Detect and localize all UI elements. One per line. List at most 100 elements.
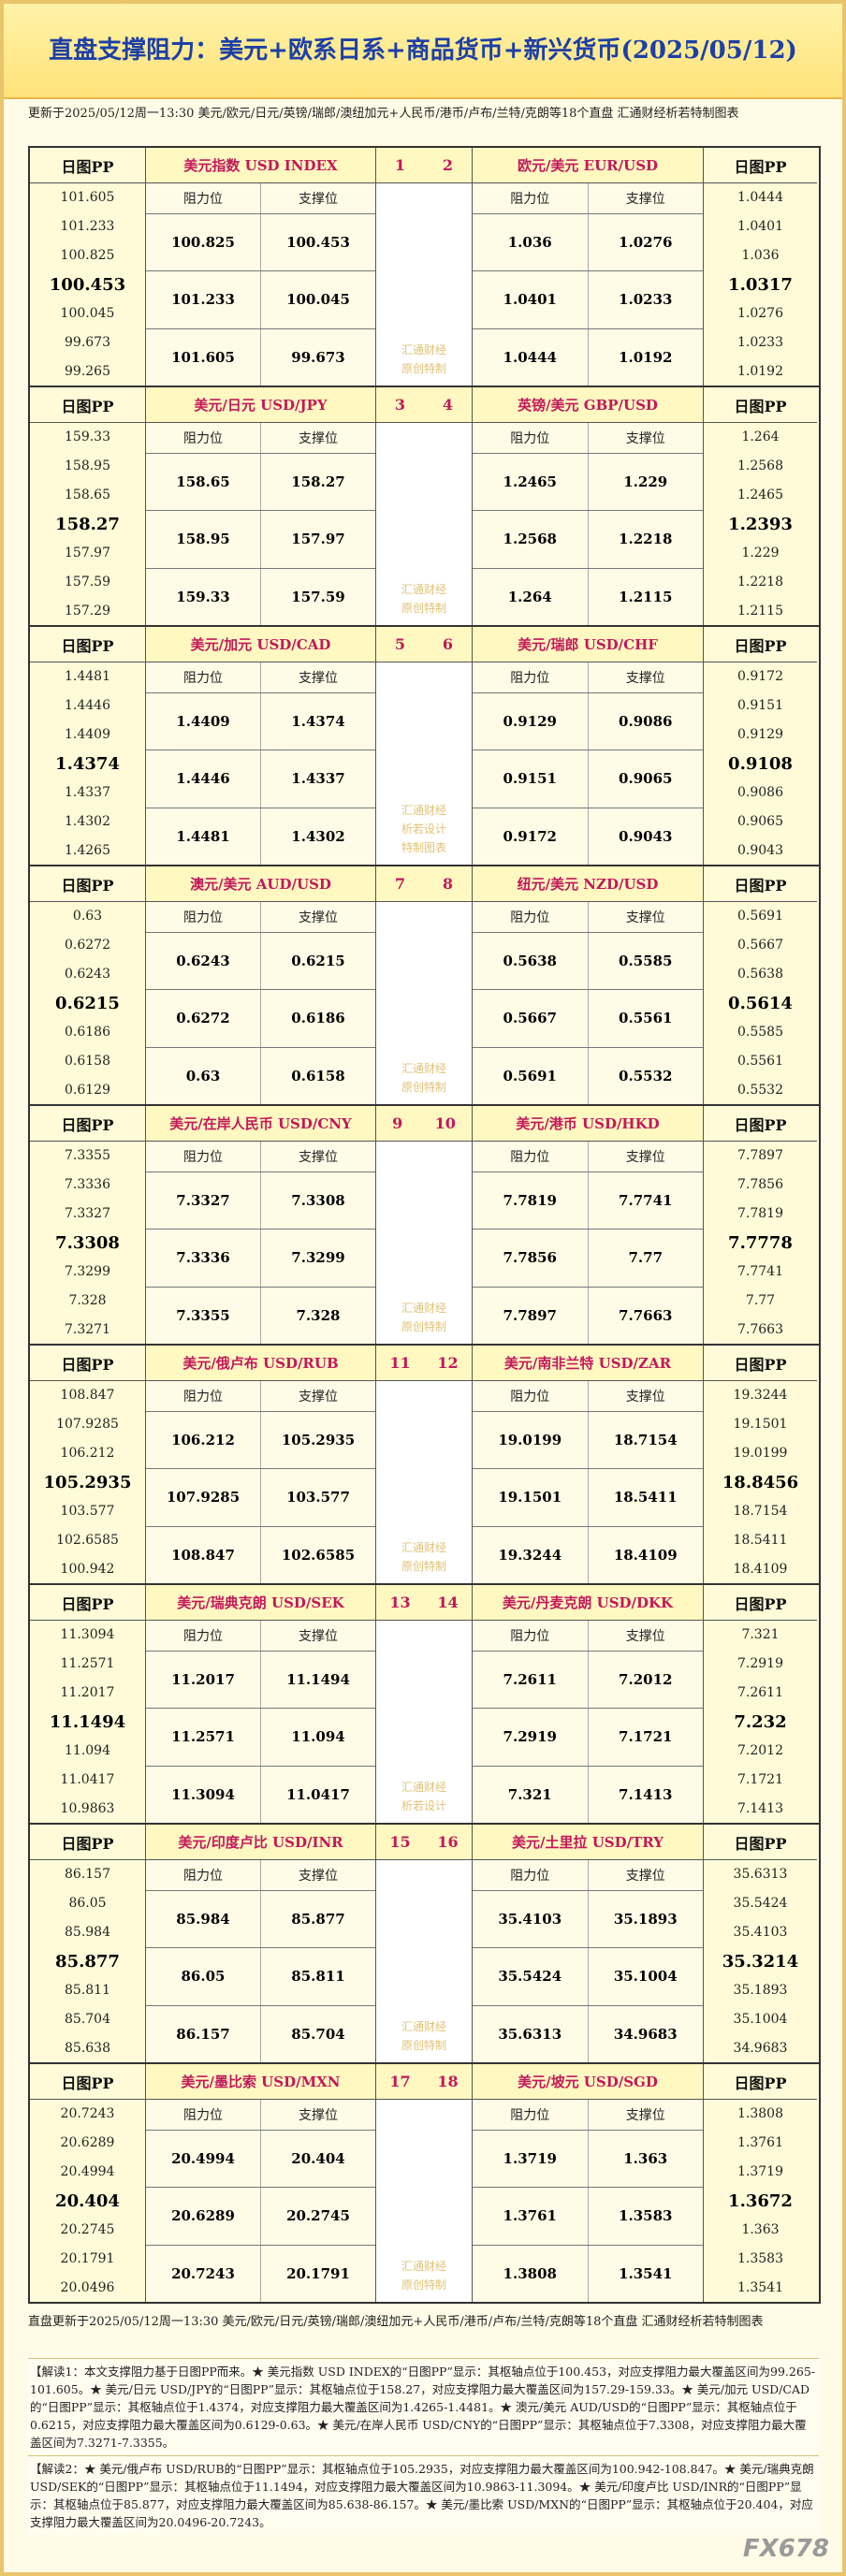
pivot-level: 85.638 <box>65 2040 110 2056</box>
pivot-level: 0.9129 <box>737 727 783 743</box>
pair-block: 日图PP 11.3094 11.2571 11.2017 11.1494 11.094 11… <box>30 1585 819 1825</box>
pivot-level: 7.3299 <box>65 1263 110 1279</box>
level-header-row: 阻力位 支撑位 <box>146 423 375 454</box>
support-value: 18.5411 <box>613 1489 678 1506</box>
pair-block: 日图PP 7.3355 7.3336 7.3327 7.3308 7.3299 7.328 7… <box>30 1106 819 1346</box>
watermark-line: 汇通财经 <box>401 1062 446 1075</box>
pivot-level: 100.045 <box>60 305 115 321</box>
watermark-line: 汇通财经 <box>401 343 446 357</box>
pivot-level: 1.0401 <box>737 219 783 235</box>
pivot-level: 19.0199 <box>733 1446 788 1462</box>
watermark: 汇通财经 原创特制 <box>376 1860 472 2062</box>
resistance-value: 19.1501 <box>473 1469 589 1526</box>
number-header: 11 12 <box>376 1346 472 1381</box>
pair-table: 美元/港币 USD/HKD 阻力位 支撑位 7.7819 7.7741 7.7856 7.7… <box>473 1106 704 1344</box>
pivot-level: 0.6186 <box>65 1024 110 1040</box>
watermark-line: 汇通财经 <box>401 1781 446 1794</box>
resistance-value: 107.9285 <box>146 1469 261 1526</box>
support-value: 7.1721 <box>619 1728 673 1746</box>
support-value: 7.1413 <box>619 1785 673 1803</box>
support-header: 支撑位 <box>625 192 665 207</box>
pivot-point: 11.1494 <box>49 1711 126 1732</box>
resistance-value: 11.2571 <box>146 1709 261 1766</box>
pivot-point: 158.27 <box>55 514 120 534</box>
support-value: 105.2935 <box>281 1432 356 1449</box>
resistance-value: 0.63 <box>146 1047 261 1104</box>
pivot-header: 日图PP <box>704 1346 817 1381</box>
resistance-value: 158.95 <box>146 511 261 568</box>
support-value: 1.3583 <box>619 2207 673 2225</box>
support-header: 支撑位 <box>299 192 338 207</box>
pivot-level: 101.233 <box>60 219 115 235</box>
pair-table: 美元/丹麦克朗 USD/DKK 阻力位 支撑位 7.2611 7.2012 7.2919 7… <box>473 1585 704 1823</box>
pair-block: 日图PP 101.605 101.233 100.825 100.453 100.045 9… <box>30 148 819 387</box>
support-header: 支撑位 <box>625 431 665 446</box>
pivot-level: 0.5585 <box>737 1024 783 1040</box>
pivot-header: 日图PP <box>30 1106 145 1142</box>
resistance-value: 1.4481 <box>146 808 261 865</box>
level-header-row: 阻力位 支撑位 <box>146 2100 375 2131</box>
pivot-level: 7.2919 <box>737 1656 783 1672</box>
pair-name: 美元/瑞郎 USD/CHF <box>473 627 703 662</box>
pair-number: 11 <box>389 1354 411 1372</box>
level-row: 1.3719 1.363 <box>473 2131 703 2189</box>
pair-table: 美元/南非兰特 USD/ZAR 阻力位 支撑位 19.0199 18.7154 19.15… <box>473 1346 704 1583</box>
pair-table: 美元/土里拉 USD/TRY 阻力位 支撑位 35.4103 35.1893 35.542… <box>473 1825 704 2062</box>
pivot-level: 35.1004 <box>733 2011 788 2027</box>
pivot-level: 18.4109 <box>733 1561 788 1577</box>
resistance-value: 7.3355 <box>146 1287 261 1344</box>
pivot-level: 0.9172 <box>737 669 783 685</box>
pivot-level: 86.157 <box>65 1867 110 1883</box>
resistance-value: 85.984 <box>146 1891 261 1948</box>
pivot-level: 10.9863 <box>60 1800 115 1816</box>
pivot-level: 7.1413 <box>737 1800 783 1816</box>
pair-name: 英镑/美元 GBP/USD <box>473 387 703 423</box>
watermark-line: 汇通财经 <box>401 1302 446 1315</box>
level-row: 159.33 157.59 <box>146 568 375 625</box>
resistance-value: 35.6313 <box>473 2005 589 2062</box>
pivot-level: 11.0417 <box>60 1771 115 1787</box>
pair-table: 美元指数 USD INDEX 阻力位 支撑位 100.825 100.453 101.23… <box>146 148 376 386</box>
resistance-header: 阻力位 <box>473 183 589 213</box>
support-header: 支撑位 <box>299 671 338 686</box>
watermark-line: 特制图表 <box>401 841 446 854</box>
pair-block: 日图PP 86.157 86.05 85.984 85.877 85.811 85.704 8… <box>30 1825 819 2064</box>
pivot-level: 85.704 <box>65 2011 110 2027</box>
pair-number: 17 <box>389 2073 411 2090</box>
support-value: 99.673 <box>291 348 345 366</box>
support-value: 18.7154 <box>613 1432 678 1449</box>
resistance-value: 0.9151 <box>473 750 589 808</box>
watermark-line: 原创特制 <box>401 1081 446 1094</box>
pair-number: 3 <box>394 396 406 414</box>
support-value: 7.7741 <box>619 1192 673 1210</box>
pivot-level: 7.3327 <box>65 1206 110 1222</box>
pair-block: 日图PP 20.7243 20.6289 20.4994 20.404 20.2745 20… <box>30 2064 819 2304</box>
pivot-header: 日图PP <box>30 148 145 183</box>
pivot-column: 日图PP 7.7897 7.7856 7.7819 7.7778 7.7741 7.77 7.… <box>704 1106 817 1344</box>
support-header: 支撑位 <box>299 1869 338 1884</box>
pair-number: 18 <box>437 2073 459 2090</box>
resistance-header: 阻力位 <box>146 1381 261 1411</box>
pivot-level: 159.33 <box>65 429 110 445</box>
level-row: 0.63 0.6158 <box>146 1047 375 1104</box>
level-row: 7.3327 7.3308 <box>146 1172 375 1230</box>
support-value: 85.811 <box>291 1968 345 1986</box>
pivot-header: 日图PP <box>704 1825 817 1860</box>
resistance-value: 20.7243 <box>146 2245 261 2302</box>
support-value: 0.5561 <box>619 1010 673 1027</box>
watermark-line: 原创特制 <box>401 2278 446 2292</box>
level-row: 158.65 158.27 <box>146 454 375 512</box>
support-value: 1.4374 <box>291 713 345 731</box>
pivot-level: 20.1791 <box>60 2250 115 2266</box>
pivot-header: 日图PP <box>704 2064 817 2100</box>
level-row: 1.4446 1.4337 <box>146 750 375 808</box>
pivot-point: 100.453 <box>49 274 126 295</box>
pivot-header: 日图PP <box>704 866 817 902</box>
support-value: 158.27 <box>291 473 345 491</box>
level-row: 106.212 105.2935 <box>146 1412 375 1470</box>
pivot-header: 日图PP <box>704 148 817 183</box>
resistance-value: 0.5667 <box>473 990 589 1047</box>
resistance-value: 1.2568 <box>473 511 589 568</box>
